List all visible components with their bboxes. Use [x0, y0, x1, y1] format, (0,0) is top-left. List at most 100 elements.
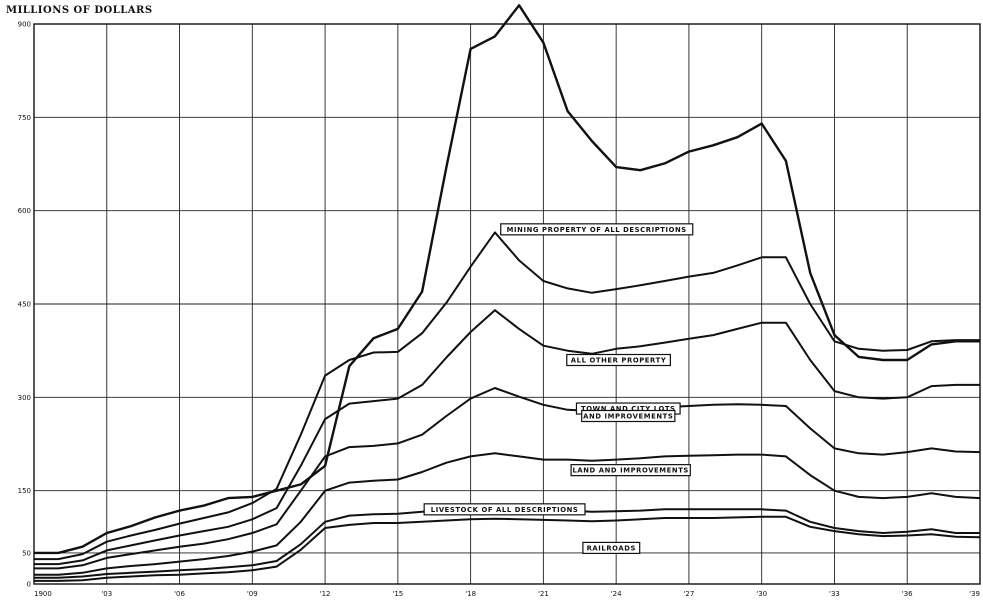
data-point [397, 351, 399, 353]
data-point [227, 566, 229, 568]
data-point [785, 516, 787, 518]
data-point [421, 521, 423, 523]
data-point [130, 525, 132, 527]
data-point [639, 169, 642, 171]
data-point [57, 558, 59, 560]
data-point [130, 575, 132, 578]
data-point [518, 396, 520, 398]
data-point [591, 460, 593, 462]
data-point [761, 256, 763, 258]
data-point [930, 533, 933, 535]
data-point [373, 522, 375, 524]
data-point [518, 259, 520, 261]
y-tick-label: 50 [22, 549, 31, 557]
data-point [81, 559, 84, 562]
data-point [81, 546, 84, 548]
series-label: TOWN AND CITY LOTS [581, 405, 676, 413]
data-point [833, 490, 836, 492]
data-point [906, 451, 908, 453]
data-point [906, 396, 908, 398]
data-point [567, 350, 569, 352]
data-point [858, 496, 860, 498]
data-point [470, 266, 472, 268]
data-point [567, 287, 569, 289]
data-point [882, 359, 884, 361]
plot-frame [33, 23, 981, 585]
data-point [348, 365, 350, 367]
x-tick-label: '27 [684, 590, 695, 598]
x-tick-label: '09 [247, 590, 258, 598]
x-tick-label: '12 [320, 590, 331, 598]
grid [33, 23, 981, 585]
data-point [518, 4, 520, 6]
x-tick-label: '33 [829, 590, 840, 598]
data-point [324, 490, 326, 492]
data-point [227, 511, 229, 513]
data-point [397, 478, 399, 481]
data-point [639, 284, 642, 286]
data-point [567, 459, 569, 461]
data-point [106, 577, 108, 579]
y-tick-label: 300 [18, 394, 31, 402]
data-point [833, 340, 836, 342]
data-point [761, 322, 763, 324]
data-point [300, 549, 302, 551]
x-tick-label: '06 [174, 590, 185, 598]
data-point [809, 526, 811, 528]
data-point [736, 328, 739, 330]
data-point [373, 480, 375, 482]
data-point [736, 403, 739, 405]
x-tick-label: '24 [611, 590, 622, 598]
data-point [178, 546, 181, 548]
data-point [833, 527, 836, 529]
data-point [397, 328, 399, 330]
data-point [906, 359, 908, 361]
data-point [518, 328, 520, 330]
data-point [736, 508, 739, 510]
data-point [906, 349, 908, 351]
data-point [736, 454, 739, 456]
data-point [858, 452, 860, 454]
data-point [833, 390, 836, 392]
data-point [906, 531, 908, 533]
data-point [542, 42, 545, 44]
data-point [130, 534, 132, 537]
data-point [494, 387, 496, 389]
data-point [494, 518, 496, 520]
data-point [494, 309, 496, 311]
data-point [712, 144, 714, 146]
x-tick-label: '03 [101, 590, 112, 598]
data-point [178, 510, 181, 512]
series-label-box [582, 541, 641, 555]
data-point [130, 572, 132, 574]
data-point [154, 571, 156, 573]
data-point [930, 447, 933, 449]
data-point [106, 532, 108, 534]
data-point [882, 350, 884, 352]
data-point [324, 455, 326, 457]
data-point [276, 488, 278, 490]
data-point [178, 574, 181, 576]
x-tick-label: 1900 [34, 590, 52, 598]
data-point [421, 291, 423, 293]
y-tick-label: 0 [27, 581, 31, 589]
data-point [154, 529, 156, 531]
data-point [276, 566, 278, 568]
data-point [445, 302, 447, 304]
data-point [712, 334, 714, 336]
data-point [833, 334, 836, 336]
series-label-box [423, 503, 586, 516]
data-point [688, 405, 690, 407]
data-point [615, 288, 617, 290]
data-point [445, 462, 447, 464]
data-point [615, 519, 617, 522]
series-label-box [566, 353, 671, 367]
data-point [276, 560, 278, 562]
data-point [324, 527, 326, 529]
data-point [300, 465, 302, 467]
data-point [227, 555, 229, 557]
data-point [712, 508, 714, 510]
data-point [227, 538, 229, 540]
data-point [203, 530, 205, 532]
